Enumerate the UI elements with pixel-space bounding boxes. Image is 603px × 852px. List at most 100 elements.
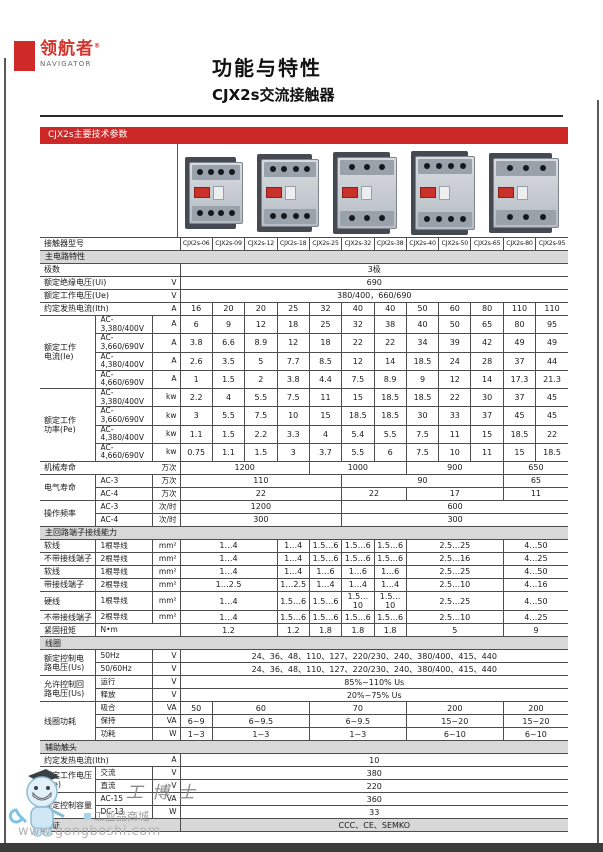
- spec-value: 1…6: [373, 565, 407, 579]
- row-label: 操作频率: [40, 500, 95, 527]
- table-row: AC-4,380/400V kw 1.1 1.5 2.2 3.3 4 5.4 5.5 7.5 11 1…: [40, 424, 568, 444]
- row-sublabel: 运行: [94, 675, 153, 690]
- spec-value: 3.7: [308, 442, 343, 463]
- row-sublabel: AC-4,380/400V: [94, 424, 153, 444]
- brand-name: 领航者®: [40, 39, 101, 59]
- spec-value: 80: [470, 302, 504, 316]
- spec-value: 6~9.5: [308, 714, 407, 729]
- spec-value: 24、36、48、110、127、220/230、240、380/400、415…: [179, 649, 568, 664]
- spec-value: 24、36、48、110、127、220/230、240、380/400、415…: [179, 662, 568, 677]
- table-row: 极数 3极: [40, 263, 568, 277]
- spec-value: 1…2.5: [276, 578, 310, 592]
- spec-value: 110: [502, 302, 537, 316]
- terminal-row: [340, 210, 394, 226]
- unit-label: mm²: [152, 590, 181, 612]
- row-sublabel: AC-3,380/400V: [94, 314, 153, 335]
- spec-value: 18.5: [502, 424, 537, 444]
- unit-label: 次/时: [152, 500, 181, 514]
- row-sublabel: 直流: [94, 779, 153, 794]
- row-label: 软线: [40, 565, 95, 579]
- spec-value: 3.5: [211, 351, 246, 371]
- unit-label: V: [152, 675, 181, 690]
- unit-label: 万次: [152, 487, 181, 501]
- row-sublabel: AC-3,660/690V: [94, 406, 153, 426]
- spec-value: 8.5: [308, 351, 343, 371]
- spec-value: 18.5: [373, 406, 407, 426]
- table-row: 带接线端子 2根导线 mm² 1…2.5 1…2.5 1…4 1…4 1…4 2.5…10 4…1…: [40, 578, 568, 592]
- table-row: 允许控制回 路电压(Us) 运行 V 85%~110% Us: [40, 675, 568, 703]
- model-name: CJX2s-32: [341, 237, 375, 251]
- spec-value: 3极: [179, 263, 568, 277]
- terminal-row: [192, 205, 240, 221]
- spec-table-body: 接触器型号 CJX2s-06 CJX2s-09 CJX2s-12 CJX2s-18 CJX…: [40, 237, 568, 833]
- spec-value: 85%~110% Us: [179, 675, 568, 690]
- spec-value: 11: [502, 487, 568, 501]
- spec-value: 22: [535, 424, 568, 444]
- spec-value: 2.5…25: [405, 565, 504, 579]
- spec-value: 5.5: [244, 387, 278, 408]
- table-row: DC-13 W 33: [40, 805, 568, 820]
- row-sublabel: 1根导线: [94, 590, 153, 612]
- spec-value: 2.2: [179, 387, 213, 408]
- spec-value: 22: [438, 387, 472, 408]
- spec-value: 20%~75% Us: [179, 688, 568, 703]
- spec-value: 14: [470, 369, 504, 390]
- spec-value: 2: [244, 369, 278, 390]
- page-title: 功能与特性: [212, 56, 322, 80]
- unit-label: W: [152, 727, 181, 742]
- spec-value: 15: [502, 442, 537, 463]
- spec-value: 5.5: [211, 406, 246, 426]
- spec-value: 1.5…6: [308, 590, 343, 612]
- spec-value: 14: [373, 351, 407, 371]
- spec-value: 15: [341, 387, 375, 408]
- table-row: 功耗 W 1~3 1~3 1~3 6~10 6~10: [40, 727, 568, 742]
- table-row: 硬线 1根导线 mm² 1…4 1.5…6 1.5…6 1.5…10 1.5…10 2.5…25…: [40, 590, 568, 612]
- unit-label: V: [152, 289, 181, 303]
- page-subtitle: CJX2s交流接触器: [212, 86, 335, 104]
- spec-value: 30: [405, 406, 440, 426]
- table-row: 额定工作电压(Ue) V 380/400，660/690: [40, 289, 568, 303]
- spec-value: 17.3: [502, 369, 537, 390]
- row-sublabel: AC-3: [94, 474, 153, 488]
- row-sublabel: AC-3,380/400V: [94, 387, 153, 408]
- contactor-photo-1: [185, 156, 243, 229]
- model-name: CJX2s-65: [470, 237, 504, 251]
- model-name: CJX2s-12: [244, 237, 278, 251]
- table-row: AC-4 万次 22 22 17 11: [40, 487, 568, 501]
- table-row: 机械寿命 万次 1200 1000 900 650: [40, 461, 568, 475]
- spec-value: 2.5…10: [405, 578, 504, 592]
- spec-value: 10: [438, 442, 472, 463]
- spec-value: 18: [276, 314, 310, 335]
- spec-value: 38: [373, 314, 407, 335]
- unit-label: V: [152, 688, 181, 703]
- spec-value: 49: [502, 333, 537, 353]
- spec-value: 17: [405, 487, 504, 501]
- spec-value: CCC、CE、SEMKO: [179, 818, 568, 833]
- spec-value: 9: [405, 369, 440, 390]
- model-name: CJX2s-25: [308, 237, 343, 251]
- spec-value: 1…4: [308, 578, 343, 592]
- spec-value: 18.5: [341, 406, 375, 426]
- row-label: 额定工作 电流(Ie): [40, 315, 95, 389]
- row-sublabel: N•m: [94, 623, 181, 638]
- spec-value: 50: [179, 701, 213, 716]
- spec-value: 7.5: [276, 387, 310, 408]
- spec-value: 24: [438, 351, 472, 371]
- spec-value: 6: [373, 442, 407, 463]
- spec-value: 1.5…6: [341, 610, 375, 625]
- row-sublabel: 2根导线: [94, 578, 153, 592]
- spec-value: 5.5: [373, 424, 407, 444]
- model-name: CJX2s-38: [373, 237, 407, 251]
- spec-value: 1…4: [179, 610, 278, 625]
- spec-value: 22: [341, 487, 407, 501]
- spec-value: 45: [535, 406, 568, 426]
- spec-value: 1.5: [211, 369, 246, 390]
- spec-value: 7.5: [405, 424, 440, 444]
- spec-value: 1200: [179, 461, 310, 475]
- spec-value: 18.5: [373, 387, 407, 408]
- unit-label: 万次: [152, 461, 181, 475]
- page-edge-bottom: [0, 843, 603, 852]
- spec-value: 5: [244, 351, 278, 371]
- title-divider: [40, 115, 563, 117]
- spec-value: 300: [341, 513, 568, 527]
